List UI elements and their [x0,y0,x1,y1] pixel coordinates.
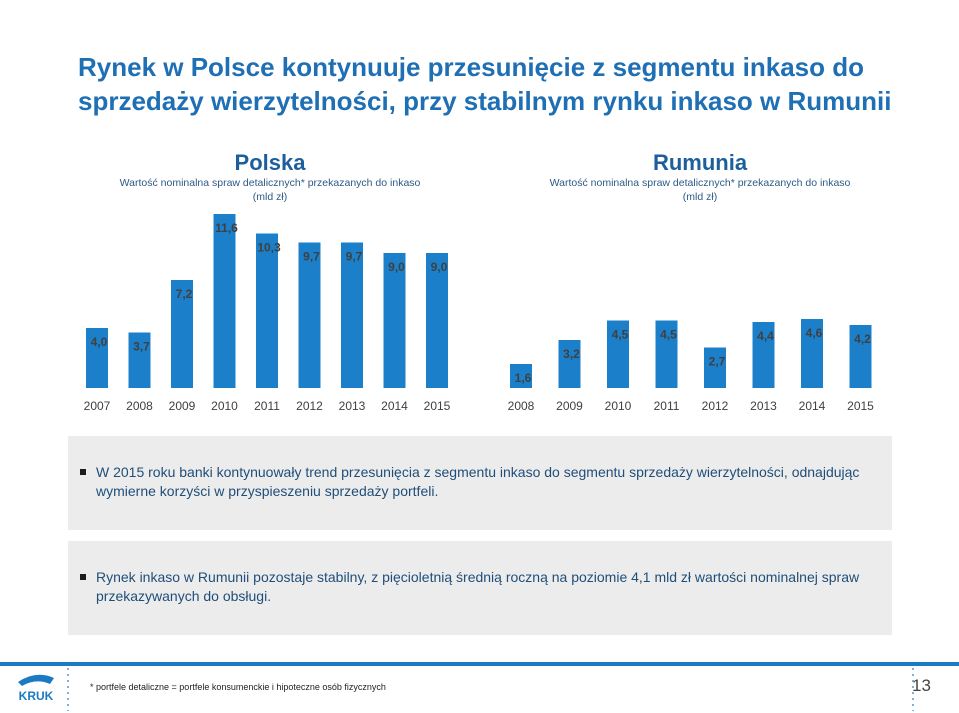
poland-bar-2012 [298,242,321,388]
romania-year-label-2011: 2011 [654,399,680,413]
romania-value-label-2014: 4,6 [806,326,823,340]
footer-dots-left [67,666,69,711]
slide-title: Rynek w Polsce kontynuuje przesunięcie z… [78,52,892,116]
romania-value-label-2012: 2,7 [709,355,726,369]
romania-year-label-2012: 2012 [702,399,729,413]
romania-bar-2015 [849,325,872,388]
poland-bar-2014 [383,253,406,388]
poland-value-label-2011: 10,3 [257,241,281,255]
romania-bar-2014 [801,319,823,388]
bullet-box-2: Rynek inkaso w Rumunii pozostaje stabiln… [68,541,892,635]
bullet-text-1: W 2015 roku banki kontynuowały trend prz… [96,464,860,499]
romania-value-label-2013: 4,4 [757,329,774,343]
footnote: * portfele detaliczne = portfele konsume… [90,682,386,692]
romania-value-label-2010: 4,5 [612,328,629,342]
bullet-icon [80,574,86,580]
poland-year-label-2015: 2015 [424,399,451,413]
poland-value-label-2009: 7,2 [176,287,193,301]
romania-year-label-2015: 2015 [847,399,874,413]
poland-year-label-2009: 2009 [169,399,196,413]
footer-divider [0,662,959,666]
romania-value-label-2015: 4,2 [854,332,871,346]
poland-chart-subtitle: Wartość nominalna spraw detalicznych* pr… [119,177,421,203]
romania-value-label-2008: 1,6 [515,371,532,385]
logo-swoosh [18,674,54,686]
romania-chart-title: Rumunia [652,150,748,175]
poland-value-label-2008: 3,7 [133,340,150,354]
romania-year-label-2010: 2010 [605,399,632,413]
poland-bar-2008 [128,332,151,388]
page-number: 13 [912,676,931,695]
poland-bar-2009 [171,280,193,388]
poland-value-label-2014: 9,0 [388,260,405,274]
poland-year-label-2007: 2007 [84,399,111,413]
bullet-text-2: Rynek inkaso w Rumunii pozostaje stabiln… [96,569,860,604]
romania-chart-subtitle: Wartość nominalna spraw detalicznych* pr… [549,177,851,203]
romania-bar-2009 [558,340,581,388]
romania-year-label-2009: 2009 [556,399,583,413]
poland-year-label-2011: 2011 [254,399,280,413]
poland-year-label-2014: 2014 [381,399,408,413]
poland-bar-2011 [256,233,278,388]
poland-bar-2013 [341,242,363,388]
romania-value-label-2011: 4,5 [660,328,677,342]
bar-charts: 4,0 2007 3,7 2008 7,2 2009 11,6 2010 10,3 2011 9,7… [84,214,874,413]
poland-value-label-2013: 9,7 [346,250,363,264]
romania-year-label-2014: 2014 [799,399,826,413]
poland-year-label-2012: 2012 [296,399,323,413]
poland-bar-2010 [213,214,236,388]
bullet-box-1: W 2015 roku banki kontynuowały trend prz… [68,436,892,530]
logo-text: KRUK [19,689,54,703]
romania-bar-2013 [752,322,775,388]
poland-value-label-2015: 9,0 [431,260,448,274]
romania-year-label-2008: 2008 [508,399,535,413]
poland-chart-title: Polska [234,150,306,175]
poland-year-label-2013: 2013 [339,399,366,413]
poland-bar-2015 [426,253,448,388]
romania-bar-2010 [607,320,629,388]
romania-chart-header: Rumunia Wartość nominalna spraw detalicz… [540,150,860,204]
poland-year-label-2010: 2010 [211,399,238,413]
poland-value-label-2012: 9,7 [303,250,320,264]
romania-value-label-2009: 3,2 [563,347,580,361]
poland-value-label-2010: 11,6 [215,221,238,235]
poland-year-label-2008: 2008 [126,399,153,413]
romania-bar-2011 [655,320,678,388]
romania-bar-2008 [510,364,532,388]
poland-value-label-2007: 4,0 [91,335,108,349]
romania-year-label-2013: 2013 [750,399,777,413]
bullet-icon [80,469,86,475]
footer-dots-right [912,666,914,711]
romania-bar-2012 [704,347,726,388]
kruk-logo: KRUK [18,674,54,703]
poland-bar-2007 [86,328,108,388]
poland-chart-header: Polska Wartość nominalna spraw detaliczn… [110,150,430,204]
